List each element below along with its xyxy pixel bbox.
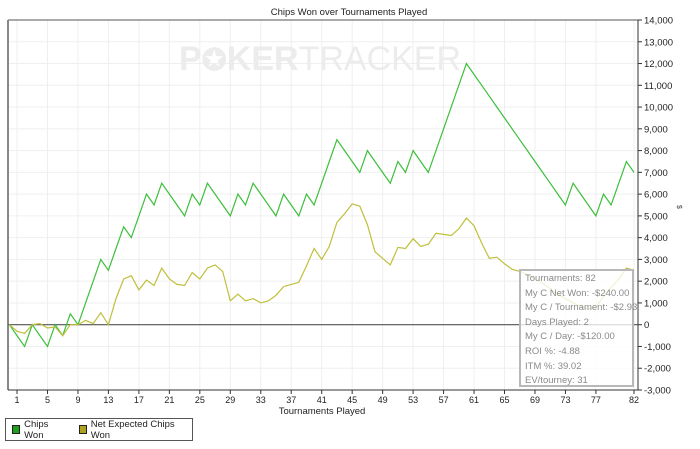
tooltip-per-tournament: My C / Tournament: -$2.93 [525, 302, 638, 314]
x-tick-label: 9 [75, 395, 80, 405]
y-tick-label: 14,000 [644, 16, 673, 27]
x-tick-label: 65 [500, 395, 510, 405]
y-tick-label: -3,000 [644, 386, 671, 397]
y-tick-label: 9,000 [644, 124, 668, 135]
y-tick-label: 6,000 [644, 190, 668, 201]
legend-label-chips-won: Chips Won [24, 418, 49, 441]
x-tick-label: 57 [439, 395, 449, 405]
x-tick-label: 45 [347, 395, 357, 405]
y-tick-label: 3,000 [644, 255, 668, 266]
x-tick-label: 25 [195, 395, 205, 405]
x-tick-label: 41 [317, 395, 327, 405]
x-tick-label: 1 [15, 395, 20, 405]
legend-swatch-chips-won [12, 425, 21, 434]
y-tick-label: 0 [644, 320, 649, 331]
tooltip-itm: ITM %: 39.02 [525, 360, 582, 372]
x-tick-label: 17 [134, 395, 144, 405]
x-tick-label: 13 [103, 395, 113, 405]
y-tick-label: 1,000 [644, 298, 668, 309]
tooltip-days-played: Days Played: 2 [525, 316, 589, 328]
y-tick-label: 13,000 [644, 37, 673, 48]
chart-title: Chips Won over Tournaments Played [271, 7, 427, 18]
x-axis-ticks: 1 5 9 13 17 21 25 29 33 37 41 45 49 53 57 61 65 69 73 77 82 [15, 390, 639, 405]
x-tick-label: 53 [408, 395, 418, 405]
x-tick-label: 69 [530, 395, 540, 405]
y-tick-label: 12,000 [644, 59, 673, 70]
x-tick-label: 61 [469, 395, 479, 405]
legend: Chips Won Net Expected Chips Won [5, 418, 193, 441]
x-tick-label: 37 [286, 395, 296, 405]
y-tick-label: 8,000 [644, 146, 668, 157]
x-tick-label: 77 [591, 395, 601, 405]
y-axis-ticks: -3,000 -2,000 -1,000 0 1,000 2,000 3,000 4,000 5… [638, 16, 673, 397]
x-tick-label: 5 [45, 395, 50, 405]
x-tick-label: 21 [164, 395, 174, 405]
x-tick-label: 73 [560, 395, 570, 405]
y-tick-label: -1,000 [644, 342, 671, 353]
y-axis-label: $ [675, 205, 682, 209]
x-tick-label: 49 [378, 395, 388, 405]
y-tick-label: 11,000 [644, 81, 672, 92]
tooltip-tournaments: Tournaments: 82 [525, 273, 596, 284]
legend-label-net-expected: Net Expected Chips Won [90, 418, 175, 441]
y-tick-label: 7,000 [644, 168, 668, 179]
legend-item-chips-won[interactable]: Chips Won [12, 419, 65, 441]
y-tick-label: 5,000 [644, 211, 668, 222]
x-tick-label: 82 [629, 395, 639, 405]
x-axis-label: Tournaments Played [279, 406, 366, 417]
y-tick-label: 10,000 [644, 103, 673, 114]
x-tick-label: 29 [225, 395, 235, 405]
series-line-chips-won [8, 62, 635, 348]
legend-item-net-expected[interactable]: Net Expected Chips Won [78, 418, 184, 441]
tooltip-ev: EV/tourney: 31 [525, 375, 588, 387]
tooltip-net-won: My C Net Won: -$240.00 [525, 287, 630, 299]
watermark-logo: P✪KERTRACKER [179, 40, 461, 78]
y-tick-label: 4,000 [644, 233, 668, 244]
y-tick-label: 2,000 [644, 277, 668, 288]
stats-tooltip: Tournaments: 82 My C Net Won: -$240.00 M… [519, 269, 638, 387]
tooltip-roi: ROI %: -4.88 [525, 345, 580, 357]
x-tick-label: 33 [256, 395, 266, 405]
tooltip-per-day: My C / Day: -$120.00 [525, 331, 615, 343]
legend-swatch-net-expected [78, 425, 87, 434]
y-tick-label: -2,000 [644, 364, 671, 375]
